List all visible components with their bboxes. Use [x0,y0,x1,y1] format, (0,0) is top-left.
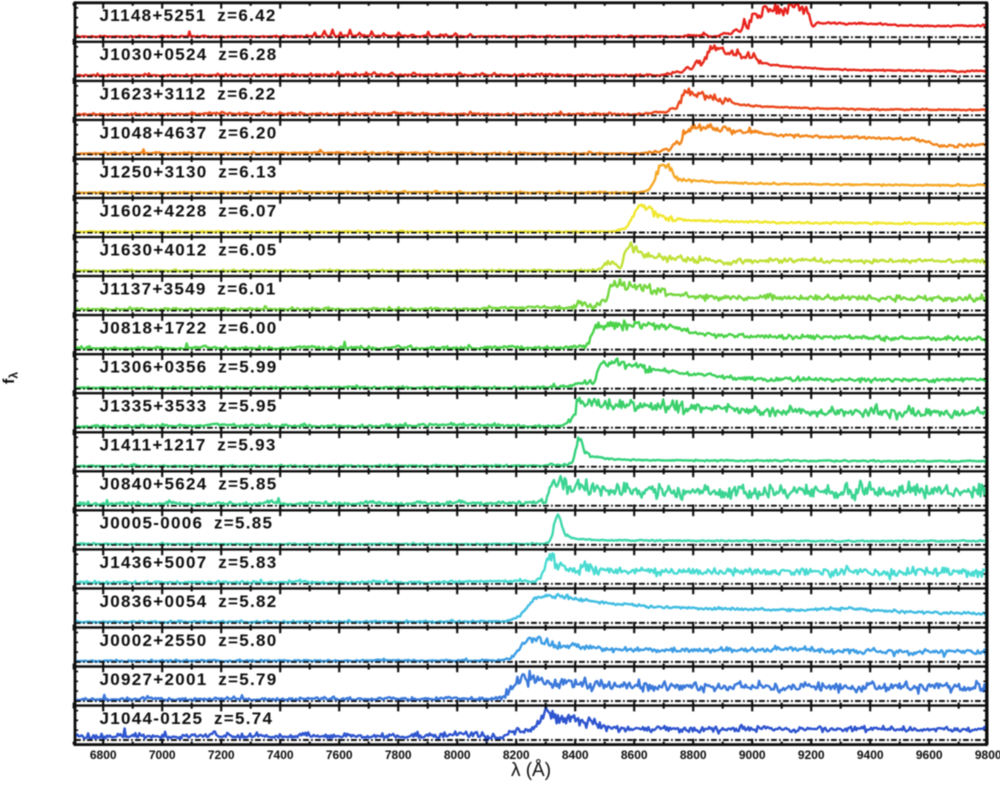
svg-text:J1602+4228 z=6.07: J1602+4228 z=6.07 [100,201,278,220]
svg-text:J1250+3130 z=6.13: J1250+3130 z=6.13 [100,162,278,181]
svg-text:J1137+3549 z=6.01: J1137+3549 z=6.01 [100,280,277,299]
svg-text:7200: 7200 [208,748,235,762]
svg-text:7800: 7800 [385,748,412,762]
svg-text:J0836+0054 z=5.82: J0836+0054 z=5.82 [100,592,278,611]
svg-text:J1411+1217 z=5.93: J1411+1217 z=5.93 [100,436,277,455]
svg-text:9200: 9200 [798,748,825,762]
svg-text:8400: 8400 [562,748,589,762]
svg-text:9400: 9400 [857,748,884,762]
svg-text:J0818+1722 z=6.00: J0818+1722 z=6.00 [100,319,278,338]
svg-text:J0927+2001 z=5.79: J0927+2001 z=5.79 [100,670,278,689]
svg-text:9600: 9600 [916,748,943,762]
svg-text:J1030+0524 z=6.28: J1030+0524 z=6.28 [100,45,278,64]
svg-text:J1048+4637 z=6.20: J1048+4637 z=6.20 [100,123,278,142]
svg-text:8600: 8600 [621,748,648,762]
svg-text:J1630+4012 z=6.05: J1630+4012 z=6.05 [100,241,278,260]
svg-text:J1436+5007 z=5.83: J1436+5007 z=5.83 [100,553,278,572]
svg-text:6800: 6800 [90,748,117,762]
svg-text:7400: 7400 [267,748,294,762]
svg-text:8000: 8000 [444,748,471,762]
svg-text:J1306+0356 z=5.99: J1306+0356 z=5.99 [100,358,278,377]
svg-text:9000: 9000 [739,748,766,762]
svg-text:J1044-0125 z=5.74: J1044-0125 z=5.74 [100,709,274,728]
svg-text:J0840+5624 z=5.85: J0840+5624 z=5.85 [100,475,278,494]
svg-text:9800: 9800 [975,748,1000,762]
svg-text:7600: 7600 [326,748,353,762]
svg-text:fλ: fλ [1,372,21,384]
svg-text:8200: 8200 [503,748,530,762]
svg-text:7000: 7000 [149,748,176,762]
svg-text:J1148+5251 z=6.42: J1148+5251 z=6.42 [100,6,277,25]
svg-text:8800: 8800 [680,748,707,762]
svg-text:λ (Å): λ (Å) [511,760,551,781]
svg-text:J0002+2550 z=5.80: J0002+2550 z=5.80 [100,631,278,650]
svg-text:J1623+3112 z=6.22: J1623+3112 z=6.22 [100,84,277,103]
svg-text:J0005-0006 z=5.85: J0005-0006 z=5.85 [100,514,274,533]
svg-text:J1335+3533 z=5.95: J1335+3533 z=5.95 [100,397,278,416]
